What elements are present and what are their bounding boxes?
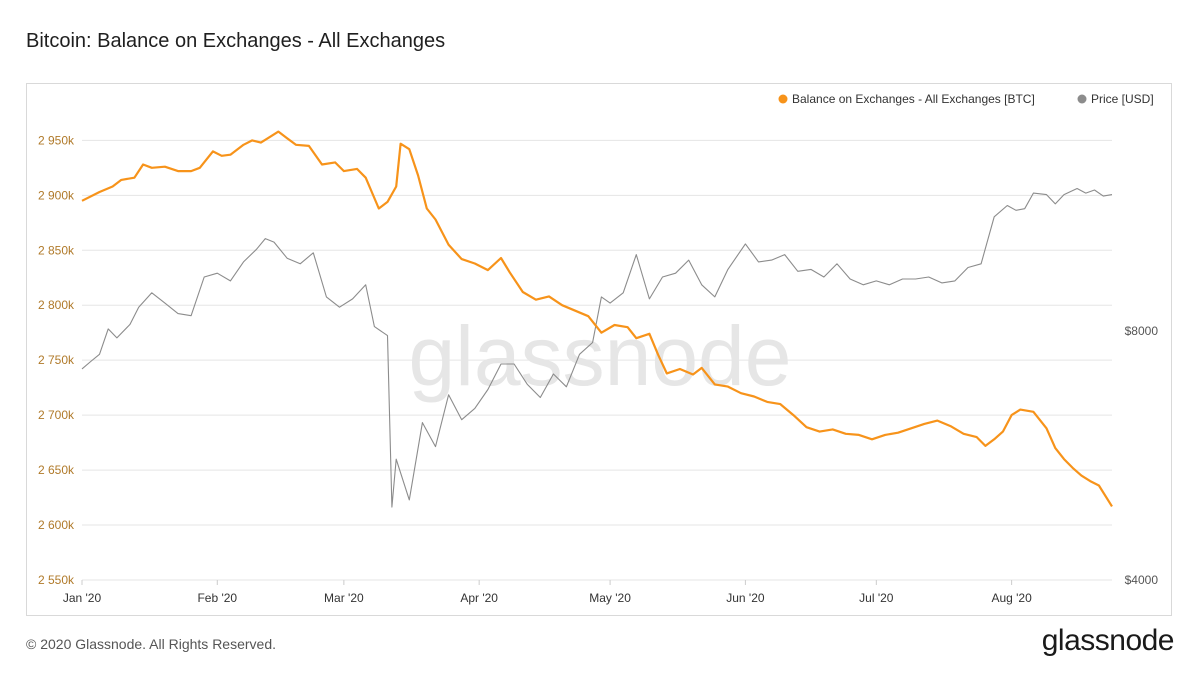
y-left-tick-label: 2 550k xyxy=(38,573,75,587)
y-left-tick-label: 2 850k xyxy=(38,243,75,257)
x-tick-label: Feb '20 xyxy=(197,591,237,605)
axis-layer: 2 550k 2 600k 2 650k 2 700k 2 750k 2 800k 2 85… xyxy=(38,133,1158,605)
y-left-tick-label: 2 900k xyxy=(38,188,75,202)
series-layer xyxy=(81,130,1113,508)
chart-frame xyxy=(26,83,1172,616)
y-left-tick-label: 2 950k xyxy=(38,133,75,147)
y-left-tick-label: 2 750k xyxy=(38,353,75,367)
x-tick-label: Apr '20 xyxy=(460,591,498,605)
price-series-line xyxy=(81,187,1113,508)
x-tick-label: Jan '20 xyxy=(63,591,102,605)
y-right-tick-label: $8000 xyxy=(1125,324,1159,338)
balance-series-line xyxy=(81,130,1113,507)
y-left-tick-label: 2 600k xyxy=(38,518,75,532)
y-right-tick-label: $4000 xyxy=(1125,573,1159,587)
legend-price-label: Price [USD] xyxy=(1091,92,1154,106)
x-tick-label: May '20 xyxy=(589,591,631,605)
legend: Balance on Exchanges - All Exchanges [BT… xyxy=(778,92,1154,106)
y-left-tick-label: 2 650k xyxy=(38,463,75,477)
y-left-tick-label: 2 800k xyxy=(38,298,75,312)
brand-logo[interactable]: glassnode xyxy=(1041,624,1175,657)
legend-balance-marker xyxy=(778,94,788,104)
x-tick-label: Jul '20 xyxy=(859,591,894,605)
x-tick-label: Aug '20 xyxy=(991,591,1032,605)
legend-price-marker xyxy=(1077,94,1087,104)
x-tick-label: Mar '20 xyxy=(324,591,364,605)
y-left-tick-label: 2 700k xyxy=(38,408,75,422)
x-tick-label: Jun '20 xyxy=(726,591,765,605)
legend-balance-label: Balance on Exchanges - All Exchanges [BT… xyxy=(792,92,1035,106)
copyright-footer: © 2020 Glassnode. All Rights Reserved. xyxy=(26,636,277,652)
chart-title: Bitcoin: Balance on Exchanges - All Exch… xyxy=(26,30,446,52)
